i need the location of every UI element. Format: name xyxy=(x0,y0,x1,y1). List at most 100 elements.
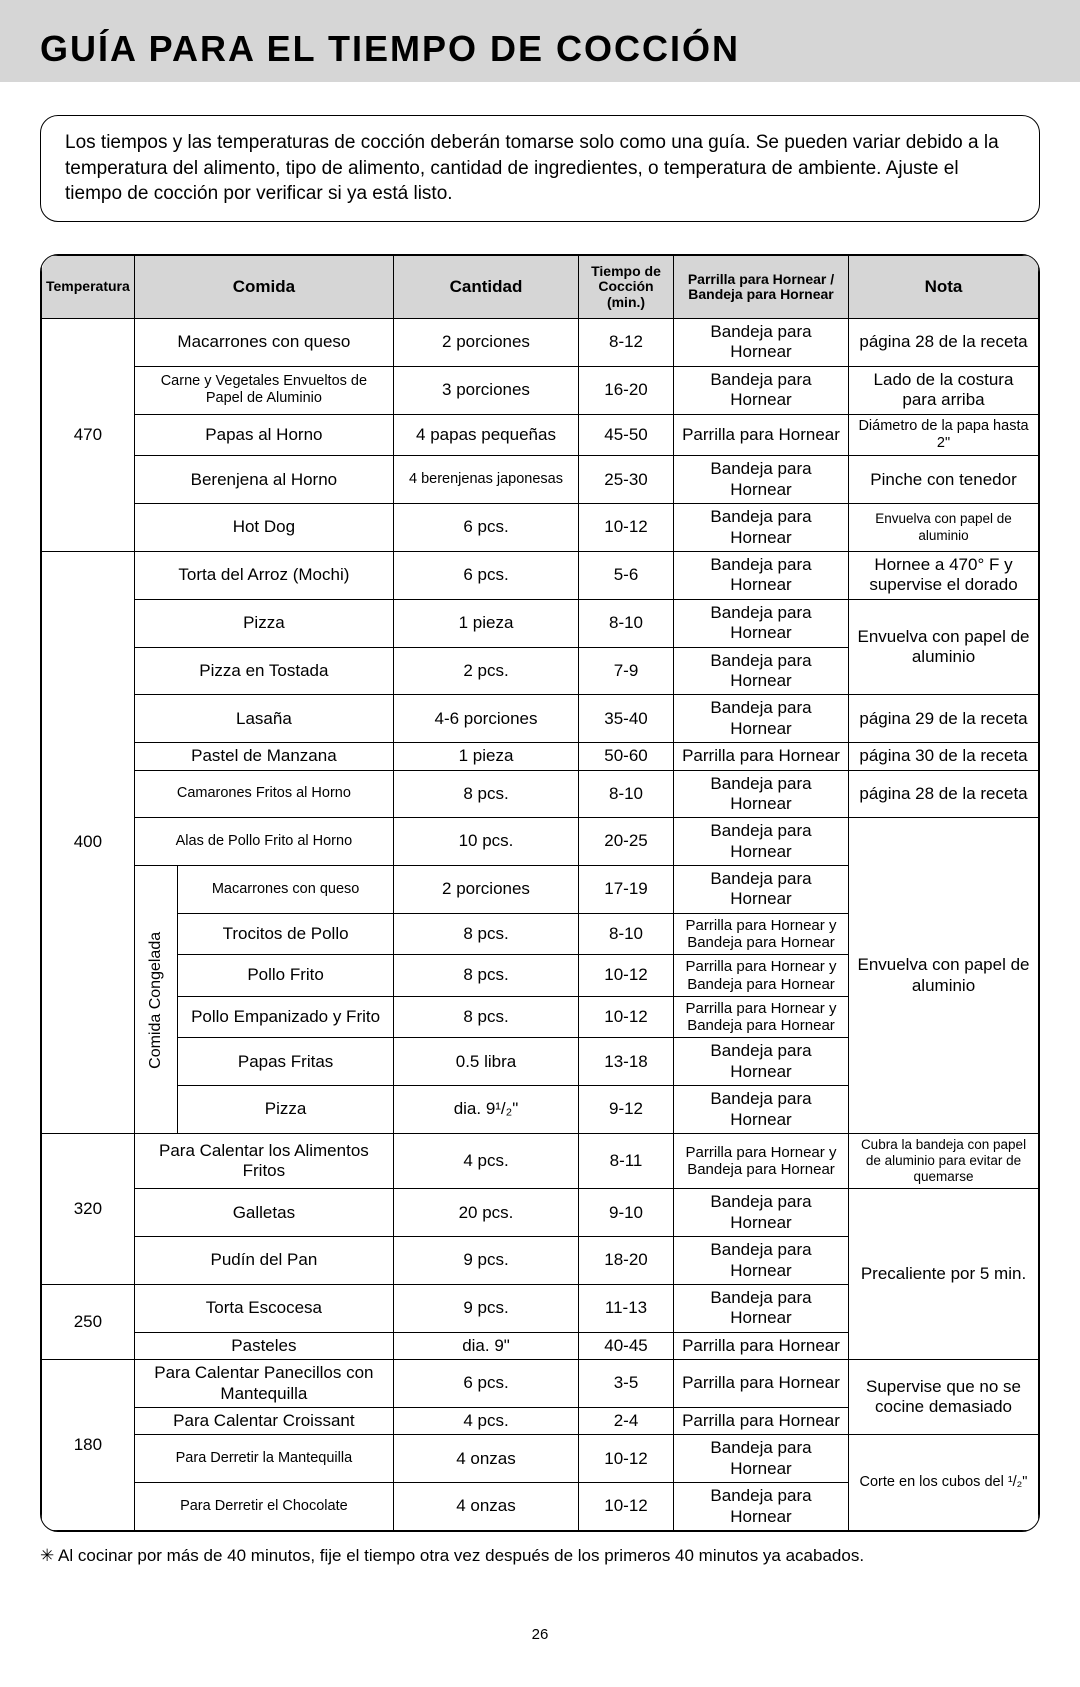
qty-cell: 4 onzas xyxy=(394,1435,579,1483)
qty-cell: 8 pcs. xyxy=(394,913,579,955)
time-cell: 35-40 xyxy=(579,695,674,743)
qty-cell: 3 porciones xyxy=(394,366,579,414)
qty-cell: 2 porciones xyxy=(394,866,579,914)
pan-cell: Bandeja para Hornear xyxy=(674,1189,849,1237)
time-cell: 10-12 xyxy=(579,1483,674,1531)
pan-cell: Bandeja para Hornear xyxy=(674,504,849,552)
food-cell: Berenjena al Horno xyxy=(134,456,393,504)
th-food: Comida xyxy=(134,255,393,318)
pan-cell: Bandeja para Hornear xyxy=(674,456,849,504)
table-row: Galletas 20 pcs. 9-10 Bandeja para Horne… xyxy=(42,1189,1039,1237)
qty-cell: 8 pcs. xyxy=(394,996,579,1038)
food-cell: Galletas xyxy=(134,1189,393,1237)
time-cell: 3-5 xyxy=(579,1360,674,1408)
food-cell: Trocitos de Pollo xyxy=(178,913,394,955)
qty-cell: 4 pcs. xyxy=(394,1408,579,1435)
note-cell: Envuelva con papel de aluminio xyxy=(849,599,1039,695)
food-cell: Carne y Vegetales Envueltos de Papel de … xyxy=(134,366,393,414)
food-cell: Papas Fritas xyxy=(178,1038,394,1086)
page-title: GUÍA PARA EL TIEMPO DE COCCIÓN xyxy=(0,0,1080,85)
qty-cell: 2 pcs. xyxy=(394,647,579,695)
qty-cell: 4 onzas xyxy=(394,1483,579,1531)
note-cell: página 28 de la receta xyxy=(849,770,1039,818)
table-row: 400 Torta del Arroz (Mochi) 6 pcs. 5-6 B… xyxy=(42,552,1039,600)
food-cell: Papas al Horno xyxy=(134,414,393,456)
qty-cell: 6 pcs. xyxy=(394,552,579,600)
table-row: Carne y Vegetales Envueltos de Papel de … xyxy=(42,366,1039,414)
qty-cell: 8 pcs. xyxy=(394,770,579,818)
time-cell: 10-12 xyxy=(579,504,674,552)
qty-cell: 20 pcs. xyxy=(394,1189,579,1237)
pan-cell: Parrilla para Hornear y Bandeja para Hor… xyxy=(674,996,849,1038)
pan-cell: Bandeja para Hornear xyxy=(674,1086,849,1134)
pan-cell: Bandeja para Hornear xyxy=(674,1038,849,1086)
table-row: Hot Dog 6 pcs. 10-12 Bandeja para Hornea… xyxy=(42,504,1039,552)
food-cell: Pizza xyxy=(134,599,393,647)
qty-cell: 6 pcs. xyxy=(394,504,579,552)
table-row: 180 Para Calentar Panecillos con Mantequ… xyxy=(42,1360,1039,1408)
qty-cell: dia. 9¹/₂" xyxy=(394,1086,579,1134)
th-time: Tiempo de Cocción (min.) xyxy=(579,255,674,318)
time-cell: 16-20 xyxy=(579,366,674,414)
cooking-table-wrap: Temperatura Comida Cantidad Tiempo de Co… xyxy=(40,254,1040,1532)
pan-cell: Bandeja para Hornear xyxy=(674,366,849,414)
time-cell: 50-60 xyxy=(579,743,674,770)
page-number: 26 xyxy=(40,1566,1040,1663)
food-cell: Para Calentar Panecillos con Mantequilla xyxy=(134,1360,393,1408)
table-row: Berenjena al Horno 4 berenjenas japonesa… xyxy=(42,456,1039,504)
qty-cell: 9 pcs. xyxy=(394,1285,579,1333)
time-cell: 2-4 xyxy=(579,1408,674,1435)
pan-cell: Parrilla para Hornear xyxy=(674,1408,849,1435)
time-cell: 11-13 xyxy=(579,1285,674,1333)
pan-cell: Parrilla para Hornear xyxy=(674,414,849,456)
food-cell: Pollo Empanizado y Frito xyxy=(178,996,394,1038)
pan-cell: Bandeja para Hornear xyxy=(674,866,849,914)
qty-cell: 2 porciones xyxy=(394,319,579,367)
food-cell: Pasteles xyxy=(134,1332,393,1359)
pan-cell: Bandeja para Hornear xyxy=(674,552,849,600)
pan-cell: Bandeja para Hornear xyxy=(674,1483,849,1531)
time-cell: 40-45 xyxy=(579,1332,674,1359)
food-cell: Pizza en Tostada xyxy=(134,647,393,695)
time-cell: 9-10 xyxy=(579,1189,674,1237)
note-cell: Hornee a 470° F y supervise el dorado xyxy=(849,552,1039,600)
time-cell: 25-30 xyxy=(579,456,674,504)
table-row: Pastel de Manzana 1 pieza 50-60 Parrilla… xyxy=(42,743,1039,770)
footnote: ✳ Al cocinar por más de 40 minutos, fije… xyxy=(40,1546,1040,1566)
food-cell: Para Derretir la Mantequilla xyxy=(134,1435,393,1483)
time-cell: 7-9 xyxy=(579,647,674,695)
food-cell: Para Calentar los Alimentos Fritos xyxy=(134,1133,393,1189)
pan-cell: Parrilla para Hornear y Bandeja para Hor… xyxy=(674,955,849,997)
food-cell: Para Derretir el Chocolate xyxy=(134,1483,393,1531)
food-cell: Pudín del Pan xyxy=(134,1237,393,1285)
note-cell: Lado de la costura para arriba xyxy=(849,366,1039,414)
qty-cell: 9 pcs. xyxy=(394,1237,579,1285)
food-cell: Torta del Arroz (Mochi) xyxy=(134,552,393,600)
intro-box: Los tiempos y las temperaturas de cocció… xyxy=(40,115,1040,222)
time-cell: 8-10 xyxy=(579,913,674,955)
time-cell: 8-10 xyxy=(579,599,674,647)
th-qty: Cantidad xyxy=(394,255,579,318)
table-row: 320 Para Calentar los Alimentos Fritos 4… xyxy=(42,1133,1039,1189)
time-cell: 18-20 xyxy=(579,1237,674,1285)
pan-cell: Parrilla para Hornear xyxy=(674,1360,849,1408)
food-cell: Lasaña xyxy=(134,695,393,743)
pan-cell: Parrilla para Hornear xyxy=(674,743,849,770)
qty-cell: 1 pieza xyxy=(394,599,579,647)
pan-cell: Bandeja para Hornear xyxy=(674,1435,849,1483)
food-cell: Camarones Fritos al Horno xyxy=(134,770,393,818)
table-row: Camarones Fritos al Horno 8 pcs. 8-10 Ba… xyxy=(42,770,1039,818)
qty-cell: 10 pcs. xyxy=(394,818,579,866)
table-row: Alas de Pollo Frito al Horno 10 pcs. 20-… xyxy=(42,818,1039,866)
time-cell: 10-12 xyxy=(579,1435,674,1483)
qty-cell: 8 pcs. xyxy=(394,955,579,997)
time-cell: 10-12 xyxy=(579,955,674,997)
food-cell: Alas de Pollo Frito al Horno xyxy=(134,818,393,866)
table-row: Pizza 1 pieza 8-10 Bandeja para Hornear … xyxy=(42,599,1039,647)
time-cell: 8-11 xyxy=(579,1133,674,1189)
table-row: Para Derretir la Mantequilla 4 onzas 10-… xyxy=(42,1435,1039,1483)
note-cell: Diámetro de la papa hasta 2" xyxy=(849,414,1039,456)
th-temp: Temperatura xyxy=(42,255,135,318)
temp-cell: 470 xyxy=(42,319,135,552)
note-cell: Supervise que no se cocine demasiado xyxy=(849,1360,1039,1435)
